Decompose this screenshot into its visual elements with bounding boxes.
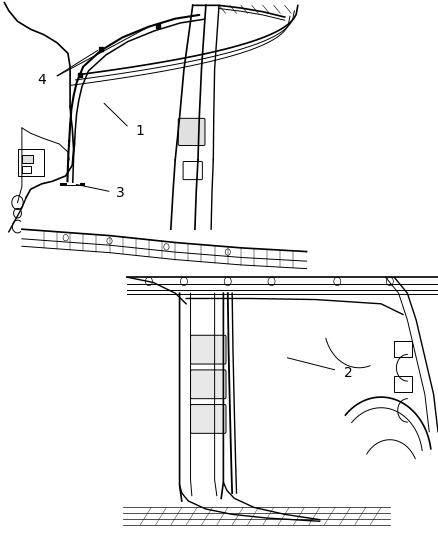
Bar	[22, 155, 33, 163]
FancyBboxPatch shape	[183, 161, 202, 180]
Text: 3: 3	[116, 186, 125, 200]
FancyBboxPatch shape	[191, 335, 226, 364]
Bar	[22, 166, 31, 173]
FancyBboxPatch shape	[191, 405, 226, 433]
Text: 1: 1	[136, 124, 145, 138]
Text: 4: 4	[37, 73, 46, 87]
FancyBboxPatch shape	[178, 118, 205, 146]
Bar	[394, 376, 412, 392]
Bar	[394, 341, 412, 357]
Text: 2: 2	[344, 366, 353, 380]
FancyBboxPatch shape	[191, 370, 226, 399]
